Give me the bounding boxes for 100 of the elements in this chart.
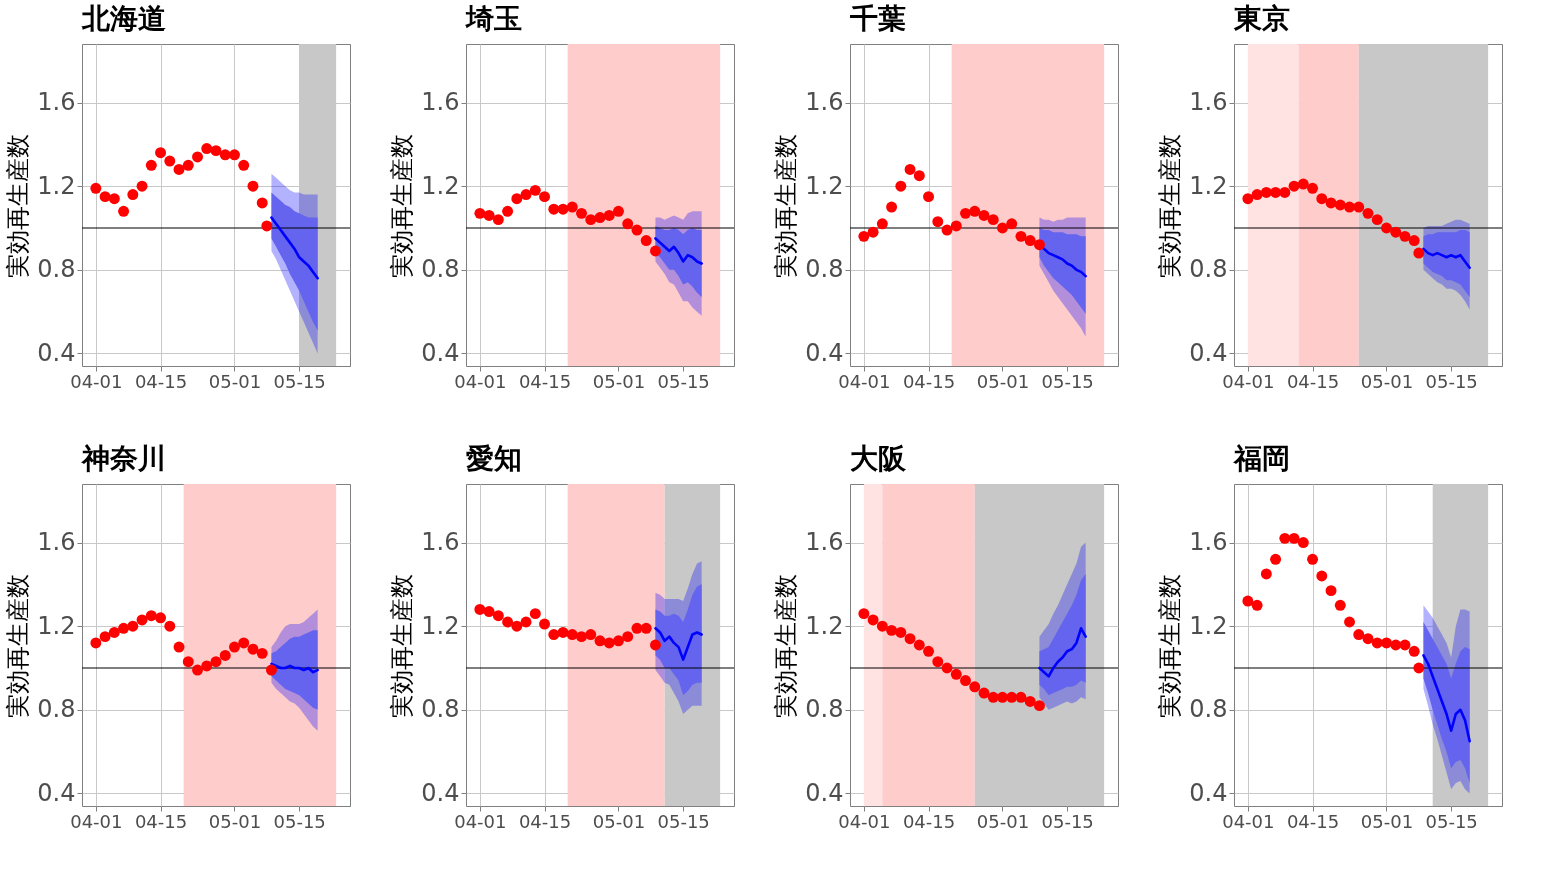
- point: [594, 635, 606, 647]
- point: [987, 691, 999, 703]
- y-tick-label: 0.8: [421, 695, 460, 724]
- y-tick-label: 1.2: [421, 171, 460, 200]
- line-series: [1038, 626, 1087, 678]
- point: [1362, 207, 1374, 219]
- point: [256, 197, 268, 209]
- y-axis-title: 実効再生産数: [772, 573, 801, 718]
- point: [1242, 595, 1254, 607]
- point: [978, 687, 990, 699]
- x-tick-label: 05-01: [976, 370, 1030, 392]
- point: [978, 209, 990, 221]
- point: [1334, 599, 1346, 611]
- point: [90, 182, 102, 194]
- point: [1279, 186, 1291, 198]
- y-tick-label: 0.8: [1189, 695, 1228, 724]
- y-tick-label: 1.6: [421, 528, 460, 557]
- point: [566, 201, 578, 213]
- y-tick-label: 1.2: [37, 611, 76, 640]
- point: [950, 668, 962, 680]
- y-tick-label: 1.6: [421, 88, 460, 117]
- x-tick-label: 05-01: [976, 810, 1030, 832]
- point: [529, 608, 541, 620]
- chart-title: 北海道: [81, 2, 166, 35]
- point: [1251, 189, 1263, 201]
- x-tick-label: 04-15: [134, 370, 188, 392]
- x-tick-label: 05-15: [273, 810, 326, 832]
- point: [1297, 178, 1309, 190]
- x-tick-label: 04-01: [838, 370, 891, 392]
- point: [631, 224, 643, 236]
- point: [603, 637, 615, 649]
- point: [1390, 226, 1402, 238]
- point: [1015, 691, 1027, 703]
- point: [640, 235, 652, 247]
- point: [201, 660, 213, 672]
- chart-title: 埼玉: [464, 2, 522, 35]
- point: [483, 606, 495, 618]
- point: [1307, 182, 1319, 194]
- x-tick-label: 04-15: [902, 370, 956, 392]
- y-tick-label: 1.6: [1189, 528, 1228, 557]
- point: [1334, 199, 1346, 211]
- y-tick-label: 1.2: [1189, 171, 1228, 200]
- point: [265, 664, 277, 676]
- point: [1279, 532, 1291, 544]
- x-tick-label: 04-01: [1222, 370, 1275, 392]
- x-tick-label: 05-15: [657, 810, 710, 832]
- point: [155, 612, 167, 624]
- chart-title: 愛知: [466, 442, 522, 475]
- point: [1024, 695, 1036, 707]
- y-axis-title: 実効再生産数: [4, 133, 33, 278]
- y-tick-label: 1.2: [1189, 611, 1228, 640]
- point: [210, 656, 222, 668]
- point: [1413, 662, 1425, 674]
- y-axis-title: 実効再生産数: [772, 133, 801, 278]
- x-tick-label: 04-01: [1222, 810, 1275, 832]
- point: [631, 622, 643, 634]
- x-tick-label: 05-01: [1360, 810, 1414, 832]
- x-tick-label: 05-15: [1425, 370, 1478, 392]
- point: [1260, 568, 1272, 580]
- point: [566, 629, 578, 641]
- point: [127, 620, 139, 632]
- x-tick-label: 04-01: [838, 810, 891, 832]
- point: [219, 649, 231, 661]
- point: [1297, 537, 1309, 549]
- y-tick-label: 1.6: [1189, 88, 1228, 117]
- point: [886, 624, 898, 636]
- point: [886, 201, 898, 213]
- point: [164, 620, 176, 632]
- point: [539, 618, 551, 630]
- point: [529, 184, 541, 196]
- point: [1242, 193, 1254, 205]
- chart-title: 大阪: [850, 442, 907, 475]
- point: [594, 212, 606, 224]
- point: [182, 656, 194, 668]
- point: [1325, 585, 1337, 597]
- line-series: [654, 626, 703, 661]
- y-tick-label: 0.8: [37, 695, 76, 724]
- point: [997, 691, 1008, 703]
- point: [201, 143, 213, 155]
- y-tick-label: 1.2: [37, 171, 76, 200]
- point: [987, 214, 999, 226]
- point: [1408, 645, 1420, 657]
- point: [1413, 247, 1425, 259]
- point: [1399, 639, 1411, 651]
- point: [1353, 201, 1365, 213]
- x-tick-label: 04-15: [134, 810, 188, 832]
- point: [640, 622, 652, 634]
- x-tick-label: 05-01: [208, 810, 262, 832]
- point: [229, 641, 240, 653]
- x-tick-label: 05-01: [592, 370, 646, 392]
- y-tick-label: 1.6: [37, 88, 76, 117]
- point: [904, 633, 916, 645]
- line-series: [1422, 654, 1471, 743]
- point: [520, 189, 532, 201]
- point: [1390, 639, 1402, 651]
- point: [932, 656, 944, 668]
- x-tick-label: 04-01: [454, 810, 507, 832]
- point: [613, 635, 624, 647]
- x-tick-label: 04-15: [1286, 810, 1340, 832]
- point: [145, 610, 157, 622]
